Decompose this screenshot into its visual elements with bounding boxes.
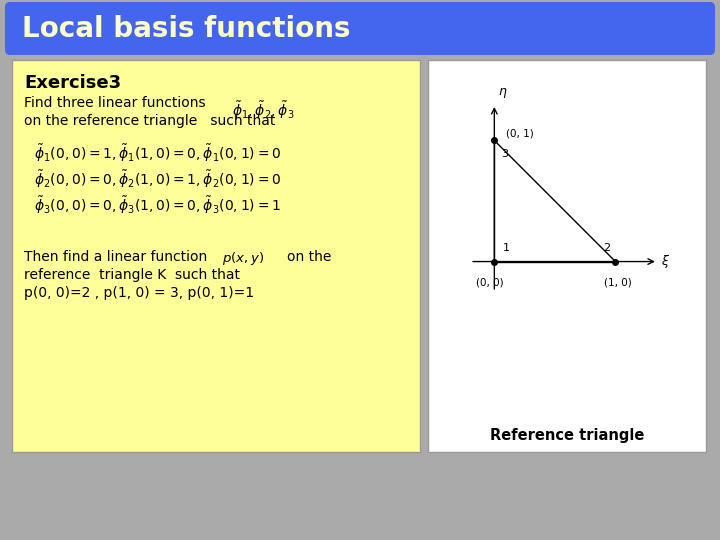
FancyBboxPatch shape (5, 2, 715, 55)
Text: $\xi$: $\xi$ (662, 253, 670, 270)
Text: $\tilde{\phi}_2(0,0) = 0, \tilde{\phi}_2(1,0) = 1, \tilde{\phi}_2(0,1) = 0$: $\tilde{\phi}_2(0,0) = 0, \tilde{\phi}_2… (34, 168, 282, 190)
Text: Find three linear functions: Find three linear functions (24, 96, 206, 110)
Text: reference  triangle K  such that: reference triangle K such that (24, 268, 240, 282)
Text: on the: on the (287, 250, 331, 264)
Text: $\tilde{\phi}_1, \tilde{\phi}_2, \tilde{\phi}_3$: $\tilde{\phi}_1, \tilde{\phi}_2, \tilde{… (232, 99, 294, 120)
Text: $\eta$: $\eta$ (498, 86, 508, 100)
Text: Reference triangle: Reference triangle (490, 428, 644, 443)
Text: on the reference triangle   such that: on the reference triangle such that (24, 114, 275, 128)
Text: $\tilde{\phi}_3(0,0) = 0, \tilde{\phi}_3(1,0) = 0, \tilde{\phi}_3(0,1) = 1$: $\tilde{\phi}_3(0,0) = 0, \tilde{\phi}_3… (34, 194, 281, 215)
Text: (0, 1): (0, 1) (506, 128, 534, 138)
Text: Exercise3: Exercise3 (24, 74, 121, 92)
Text: 2: 2 (603, 243, 611, 253)
Text: $p(x, y)$: $p(x, y)$ (222, 250, 264, 267)
Text: 3: 3 (502, 149, 508, 159)
FancyBboxPatch shape (12, 60, 420, 452)
Text: Then find a linear function: Then find a linear function (24, 250, 207, 264)
FancyBboxPatch shape (428, 60, 706, 452)
Text: (0, 0): (0, 0) (476, 278, 503, 287)
Text: p(0, 0)=2 , p(1, 0) = 3, p(0, 1)=1: p(0, 0)=2 , p(1, 0) = 3, p(0, 1)=1 (24, 286, 254, 300)
Text: 1: 1 (503, 243, 510, 253)
Text: Local basis functions: Local basis functions (22, 15, 351, 43)
Text: $\tilde{\phi}_1(0,0) = 1, \tilde{\phi}_1(1,0) = 0, \tilde{\phi}_1(0,1) = 0$: $\tilde{\phi}_1(0,0) = 1, \tilde{\phi}_1… (34, 142, 282, 164)
Text: (1, 0): (1, 0) (604, 278, 631, 287)
